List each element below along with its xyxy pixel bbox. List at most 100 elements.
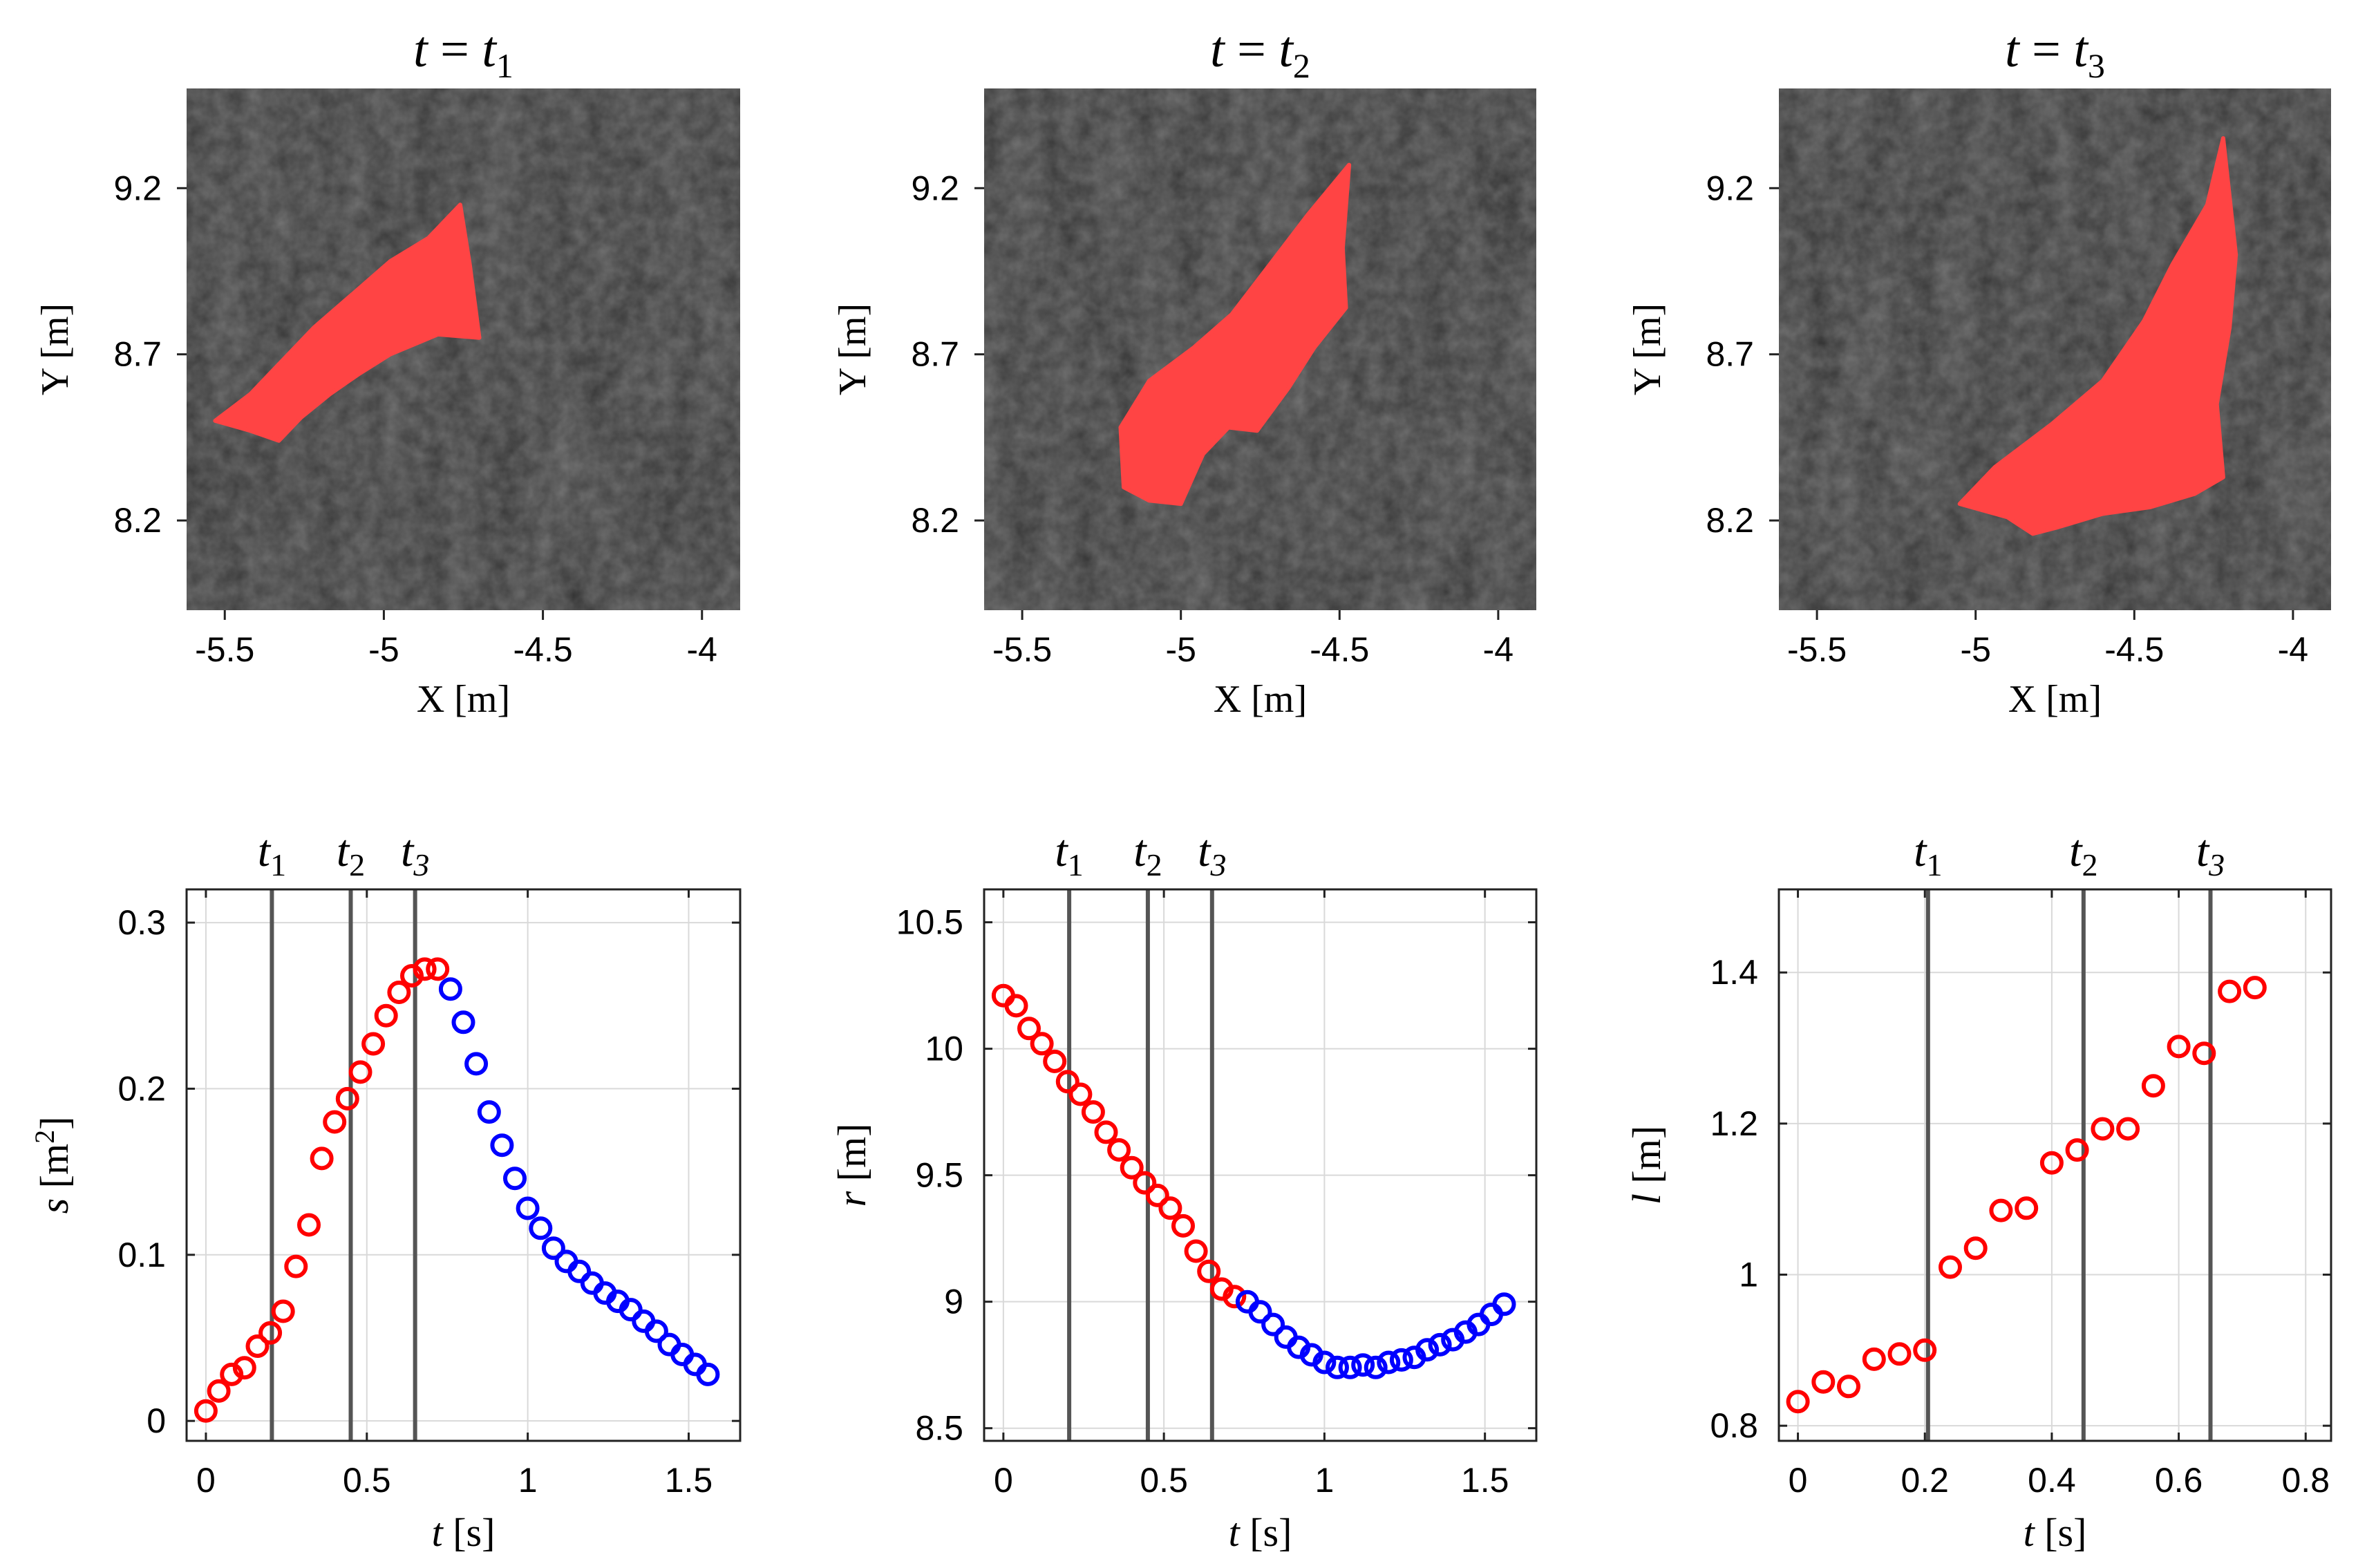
data-point xyxy=(1989,1198,2013,1222)
series-1 xyxy=(1786,976,2267,1414)
x-tick-label: -4.5 xyxy=(2104,630,2164,669)
panel-4: t1 t2 t3 0 0.5 1 1.5 0 0.1 0.2 0.3 t [s] s [m2] xyxy=(29,826,742,1555)
data-point xyxy=(258,1321,283,1345)
series-2 xyxy=(438,977,720,1386)
data-point xyxy=(1171,1213,1195,1238)
x-tick-label: -5.5 xyxy=(1787,630,1847,669)
data-point xyxy=(516,1196,540,1220)
data-point xyxy=(426,957,450,981)
data-point xyxy=(2065,1138,2089,1162)
y-tick-label: 0 xyxy=(147,1401,166,1440)
data-point xyxy=(1107,1138,1131,1162)
data-point xyxy=(438,977,462,1001)
x-tick-label: 0.5 xyxy=(343,1461,391,1500)
y-tick-label: 8.7 xyxy=(911,335,959,374)
time-marker-label: t2 xyxy=(1133,826,1162,882)
axes-box xyxy=(1777,888,2332,1442)
time-marker-label: t1 xyxy=(1914,826,1942,882)
data-point xyxy=(1312,1350,1337,1375)
data-point xyxy=(1415,1338,1440,1362)
data-point xyxy=(2243,976,2267,1000)
y-axis-label: r [m] xyxy=(829,1124,874,1207)
data-point xyxy=(2116,1117,2140,1141)
time-marker-label: t2 xyxy=(337,826,365,882)
x-tick-label: 0.4 xyxy=(2028,1461,2076,1500)
data-point xyxy=(1223,1285,1247,1309)
data-point xyxy=(1862,1347,1886,1371)
data-point xyxy=(1133,1171,1157,1195)
x-tick-label: -4 xyxy=(687,630,717,669)
data-point xyxy=(1811,1370,1836,1394)
y-tick-label: 8.2 xyxy=(1706,501,1754,540)
data-point xyxy=(2167,1035,2191,1059)
detected-region xyxy=(213,202,482,443)
x-tick-label: -4.5 xyxy=(513,630,573,669)
axes-box xyxy=(983,888,1538,1442)
plot-area xyxy=(187,889,740,1441)
data-point xyxy=(374,1003,398,1028)
y-tick-label: 0.1 xyxy=(117,1236,166,1274)
data-point xyxy=(220,1362,244,1386)
panel-6: t1 t2 t3 0 0.2 0.4 0.6 0.8 0.8 1 1.2 1.4 t [s] l [m] xyxy=(1624,826,2332,1555)
time-marker-label: t1 xyxy=(258,826,286,882)
x-tick-label: 0 xyxy=(1789,1461,1808,1500)
y-axis-label: Y [m] xyxy=(1626,303,1669,395)
image-streaks xyxy=(1779,88,2331,610)
data-point xyxy=(1351,1353,1375,1377)
x-axis-label: X [m] xyxy=(1214,678,1307,721)
y-tick-label: 0.3 xyxy=(117,903,166,942)
data-point xyxy=(232,1356,256,1380)
data-point xyxy=(490,1133,514,1158)
x-tick-label: 1.5 xyxy=(665,1461,713,1500)
data-point xyxy=(541,1236,565,1260)
plot-area xyxy=(984,889,1536,1441)
x-tick-label: 0.8 xyxy=(2282,1461,2330,1500)
x-tick-label: 0.6 xyxy=(2155,1461,2203,1500)
data-point xyxy=(400,964,424,988)
data-point xyxy=(1120,1155,1144,1180)
data-point xyxy=(1377,1350,1401,1375)
series-2 xyxy=(1235,1290,1516,1379)
time-marker-label: t3 xyxy=(1198,826,1226,882)
y-tick-label: 9 xyxy=(944,1283,963,1321)
x-tick-label: 1 xyxy=(1315,1461,1335,1500)
data-point xyxy=(1837,1375,1860,1399)
panel-1: t = t1 -5.5 -5 -4.5 -4 8.2 8.7 9.2 X [m] Y [m] xyxy=(34,21,740,721)
x-tick-label: -4 xyxy=(2278,630,2308,669)
time-marker-label: t3 xyxy=(2196,826,2225,882)
panel-3: t = t3 -5.5 -5 -4.5 -4 8.2 8.7 9.2 X [m] Y [m] xyxy=(1626,21,2331,721)
x-tick-label: -4.5 xyxy=(1310,630,1369,669)
data-point xyxy=(1939,1255,1962,1279)
y-tick-label: 8.7 xyxy=(1706,335,1754,374)
data-point xyxy=(323,1110,347,1134)
data-point xyxy=(696,1362,720,1386)
x-tick-label: -5 xyxy=(368,630,399,669)
x-axis-label: t [s] xyxy=(432,1510,496,1555)
data-point xyxy=(207,1379,231,1403)
data-point xyxy=(477,1100,501,1124)
x-tick-label: 0 xyxy=(196,1461,216,1500)
y-tick-label: 8.2 xyxy=(911,501,959,540)
data-point xyxy=(451,1010,475,1035)
data-point xyxy=(1428,1332,1452,1357)
time-marker-label: t3 xyxy=(401,826,429,882)
data-point xyxy=(387,981,411,1004)
axes-box xyxy=(185,888,742,1442)
data-point xyxy=(1081,1100,1105,1124)
y-tick-label: 8.7 xyxy=(113,335,162,374)
data-point xyxy=(2015,1196,2039,1220)
data-point xyxy=(2039,1151,2064,1175)
y-tick-label: 9.2 xyxy=(113,169,162,207)
data-point xyxy=(1364,1355,1388,1379)
data-point xyxy=(1389,1348,1413,1372)
data-point xyxy=(1017,1017,1041,1041)
data-point xyxy=(1030,1032,1054,1056)
y-tick-label: 8.2 xyxy=(113,501,162,540)
data-point xyxy=(1145,1183,1169,1207)
data-point xyxy=(503,1166,527,1191)
data-point xyxy=(644,1319,668,1343)
x-tick-label: -5.5 xyxy=(992,630,1052,669)
x-axis-label: t [s] xyxy=(1229,1510,1292,1555)
panel-title: t = t1 xyxy=(413,21,513,85)
panel-5: t1 t2 t3 0 0.5 1 1.5 8.5 9 9.5 10 10.5 t [s] r [m] xyxy=(829,826,1538,1555)
